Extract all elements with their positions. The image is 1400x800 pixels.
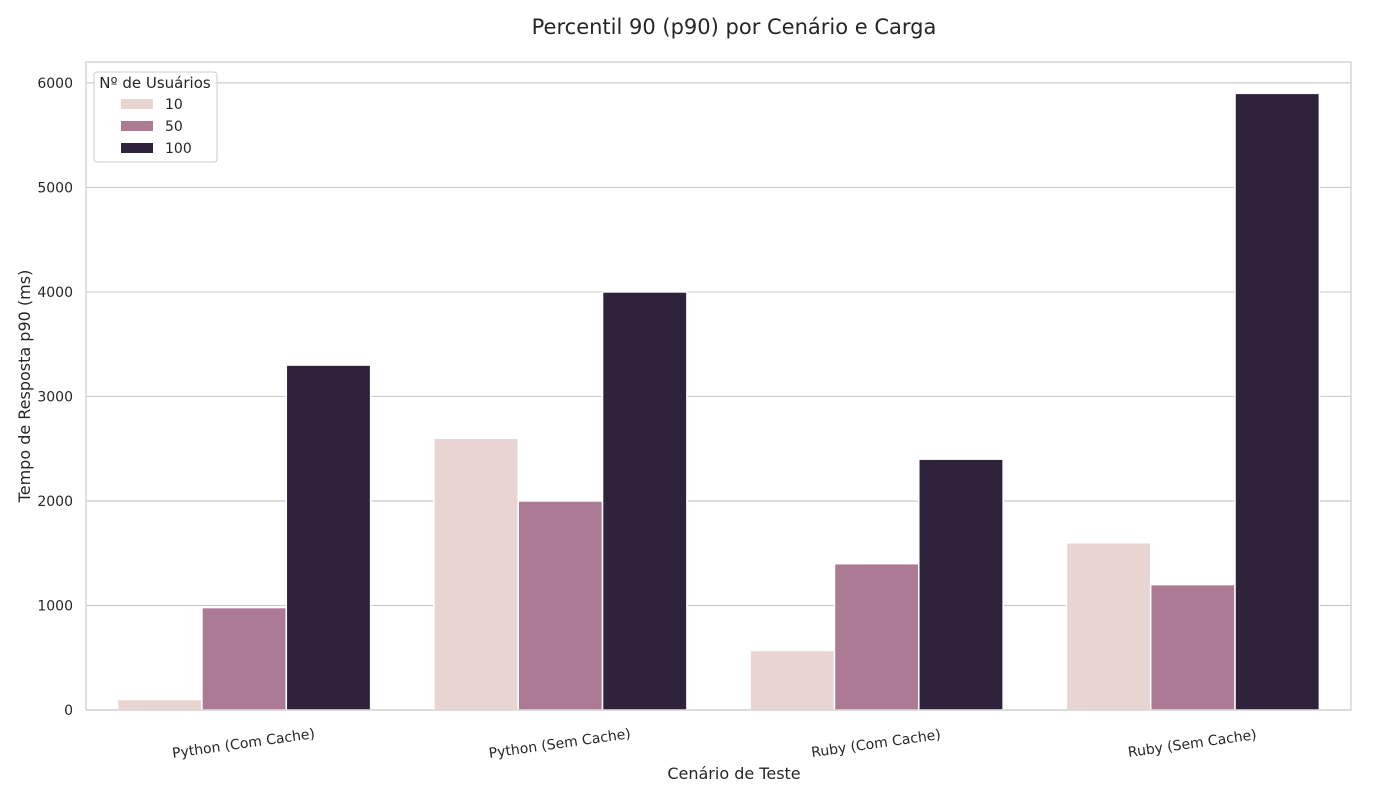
bar-50-2 (833, 562, 920, 711)
y-axis-label: Tempo de Resposta p90 (ms) (15, 270, 34, 504)
bar-100-2 (918, 458, 1004, 711)
legend-swatch-100 (121, 143, 153, 153)
bar-100-1 (601, 291, 688, 711)
bar-10-0 (116, 698, 203, 711)
y-tick-label: 3000 (37, 389, 73, 405)
y-tick-label: 5000 (37, 180, 73, 196)
y-tick-label: 2000 (37, 494, 73, 510)
y-tick-label: 4000 (37, 285, 73, 301)
bar-10-3 (1065, 542, 1152, 711)
bars (116, 92, 1321, 711)
y-tick-label: 1000 (37, 598, 73, 614)
legend-box (93, 71, 218, 163)
legend-label-10: 10 (165, 97, 183, 113)
y-tick-label: 6000 (37, 76, 73, 92)
bar-10-1 (433, 437, 519, 711)
bar-50-0 (201, 606, 288, 711)
legend-label-50: 50 (165, 119, 183, 135)
plot-frame (85, 61, 1352, 711)
bar-10-2 (749, 649, 836, 711)
legend-title: Nº de Usuários (99, 74, 211, 92)
bar-50-3 (1149, 583, 1236, 711)
legend-swatch-10 (121, 99, 153, 109)
bar-50-1 (517, 500, 604, 711)
legend: Nº de Usuários 10 50 100 (93, 71, 218, 163)
bar-100-0 (285, 364, 372, 711)
chart-title: Percentil 90 (p90) por Cenário e Carga (532, 15, 937, 39)
x-axis-label: Cenário de Teste (667, 764, 800, 783)
y-tick-label: 0 (64, 703, 73, 719)
legend-swatch-50 (121, 121, 153, 131)
legend-label-100: 100 (165, 141, 192, 157)
bar-100-3 (1234, 92, 1321, 711)
y-axis-ticks: 0 1000 2000 3000 4000 5000 6000 (37, 76, 73, 719)
